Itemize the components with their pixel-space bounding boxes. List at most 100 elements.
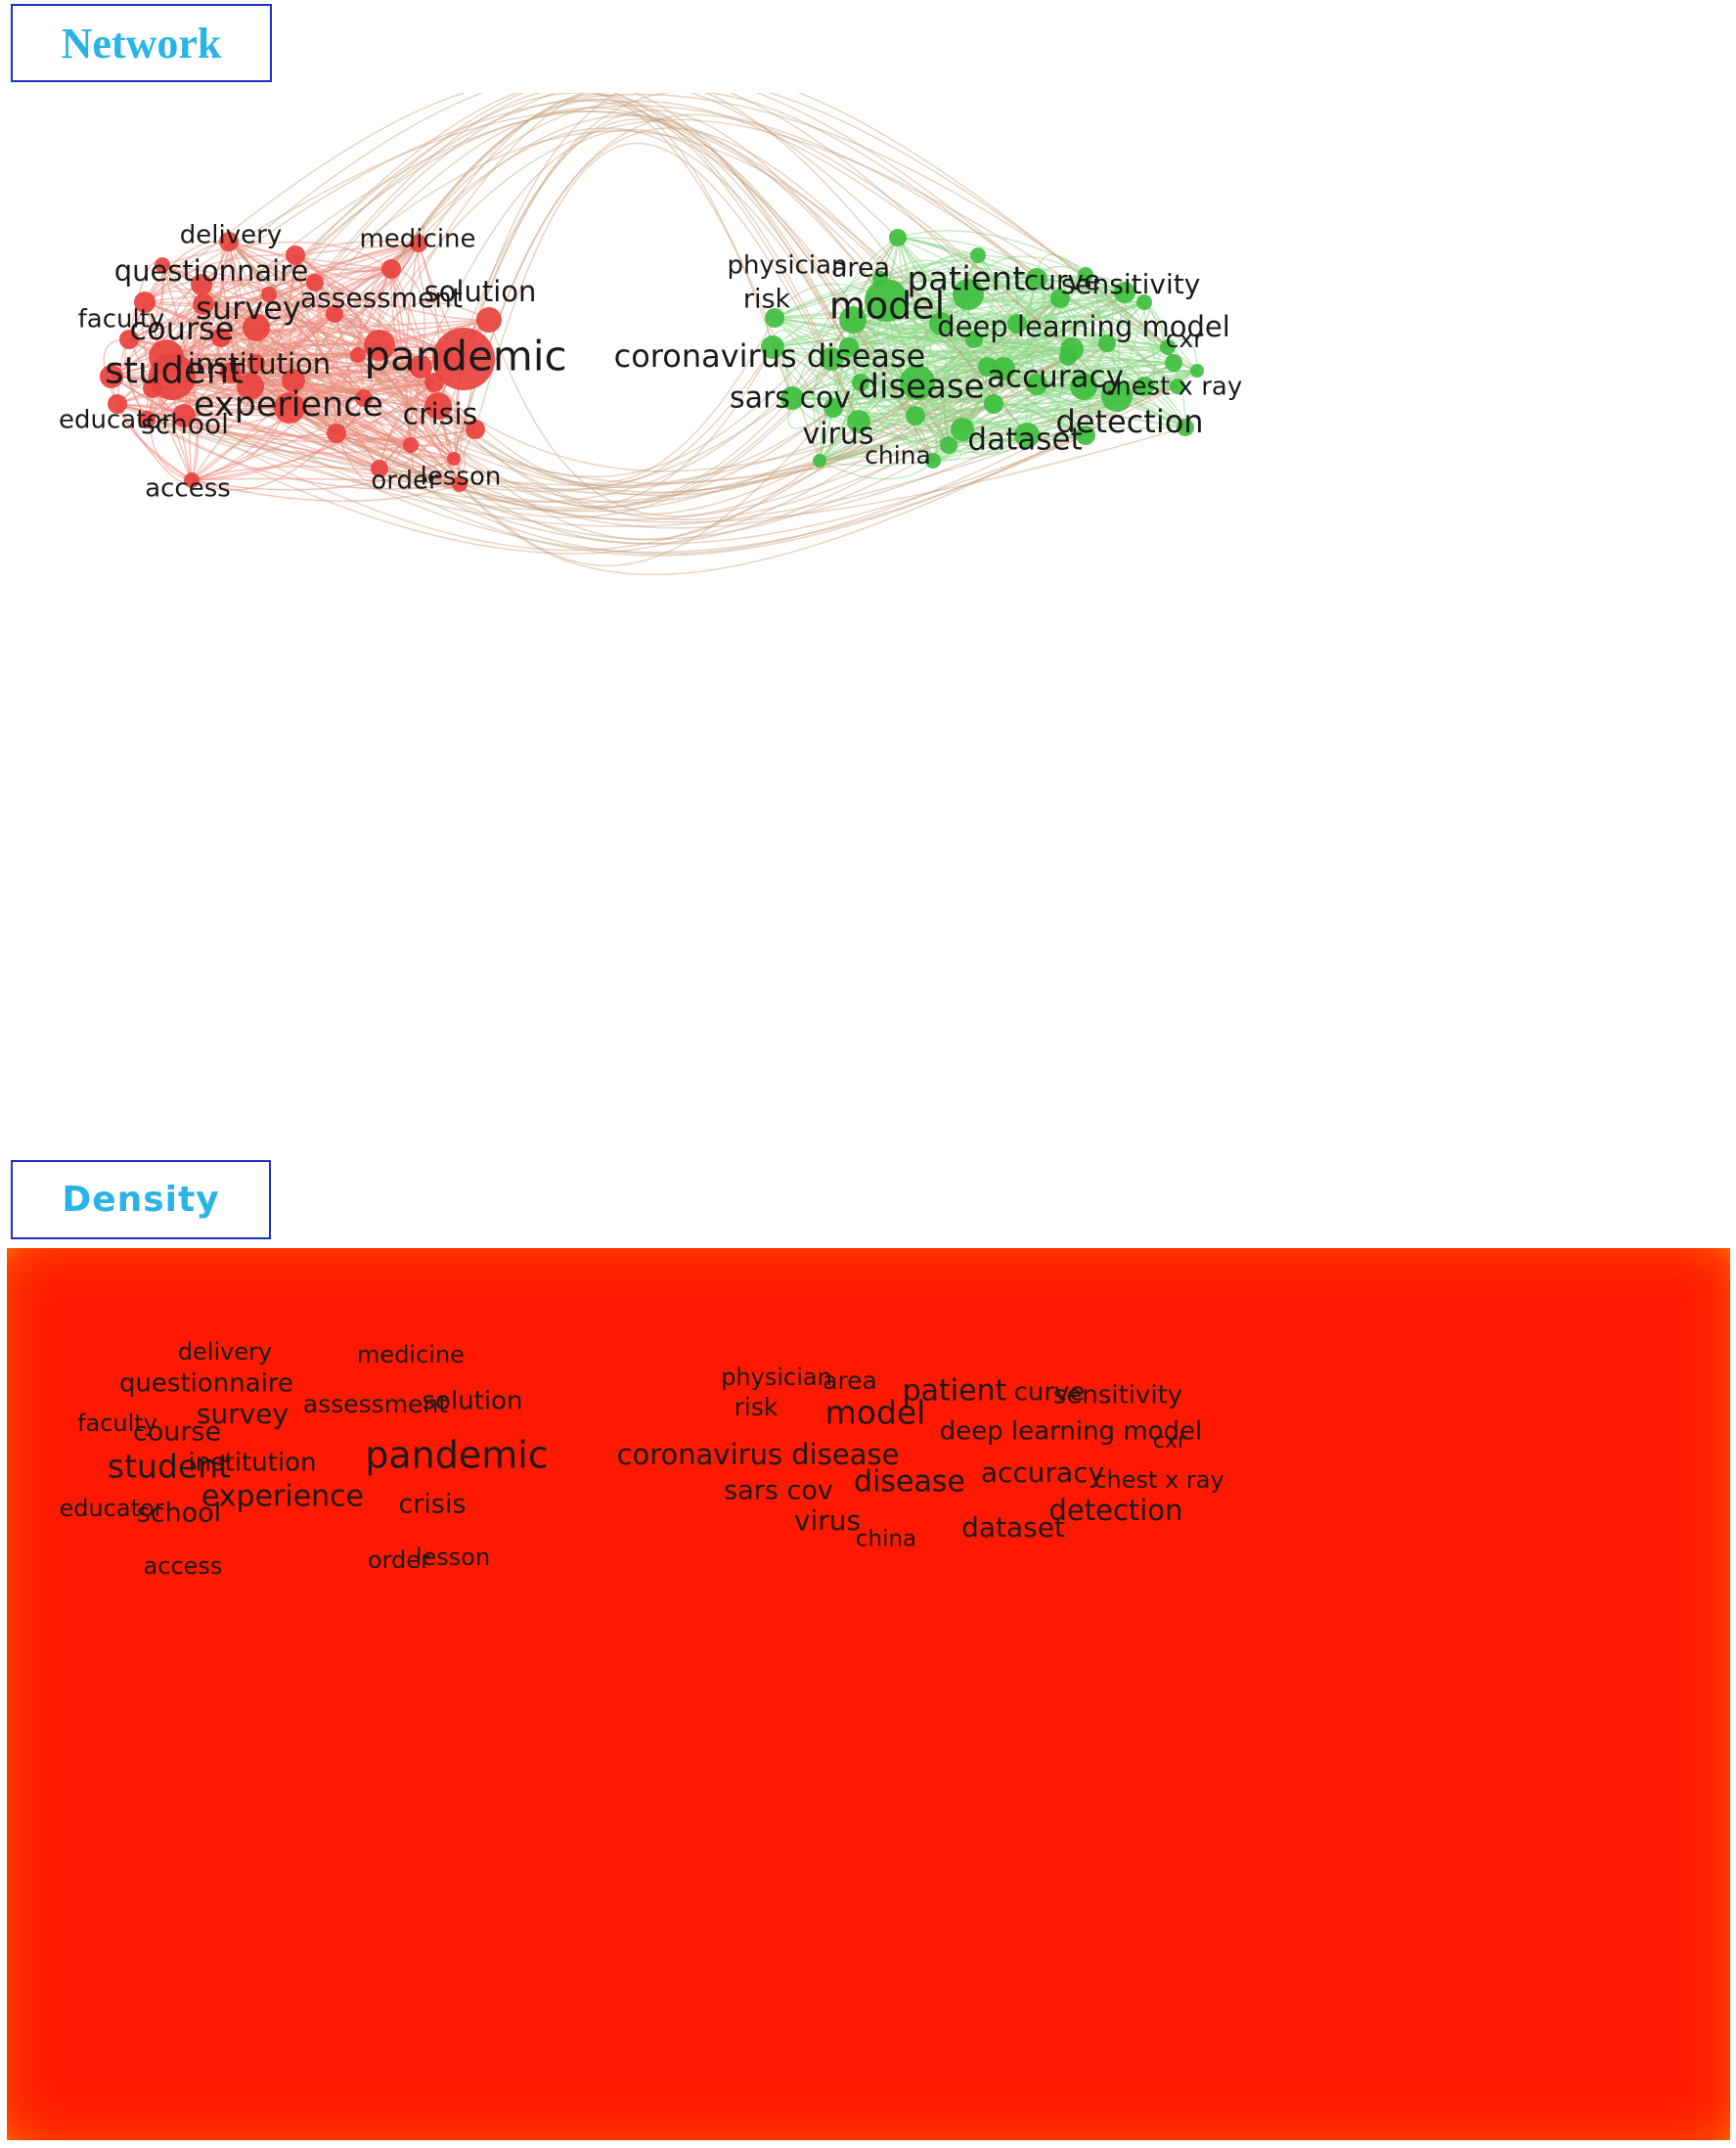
network-node-access xyxy=(184,472,200,488)
network-bridge-link xyxy=(463,118,916,417)
network-bridge-link xyxy=(378,346,850,493)
network-node xyxy=(929,312,953,336)
network-node xyxy=(247,354,265,372)
network-link xyxy=(819,385,1179,462)
network-node xyxy=(1160,339,1176,355)
network-link xyxy=(111,264,165,378)
network-link xyxy=(183,282,316,417)
network-node xyxy=(327,424,346,443)
network-link xyxy=(165,279,316,358)
network-node xyxy=(984,394,1003,414)
density-label-lesson: lesson xyxy=(416,1544,490,1571)
network-link xyxy=(294,241,420,256)
network-link xyxy=(897,237,1118,397)
network-node xyxy=(839,337,859,357)
network-label-solution: solution xyxy=(424,275,537,308)
network-bridge-link xyxy=(249,107,934,462)
density-label-delivery: delivery xyxy=(178,1338,272,1365)
network-labels: delivery medicine questionnaire solutionass… xyxy=(59,221,1242,504)
density-label-medicine: medicine xyxy=(357,1341,465,1368)
network-label-curve: curve xyxy=(1024,264,1100,296)
network-link xyxy=(973,291,1126,340)
network-link xyxy=(1143,301,1198,372)
density-label-model: model xyxy=(825,1394,926,1432)
network-link xyxy=(191,458,455,491)
network-link xyxy=(334,268,392,434)
network-node xyxy=(992,357,1015,380)
network-label-questionnaire: questionnaire xyxy=(114,254,309,288)
network-bridge-link xyxy=(230,372,1038,495)
network-link xyxy=(932,301,1145,462)
network-bridge-link xyxy=(144,93,860,423)
network-node-educator xyxy=(108,394,127,414)
network-node xyxy=(134,291,156,313)
network-bridge-link xyxy=(292,127,850,381)
network-node xyxy=(211,328,231,347)
network-node xyxy=(261,287,277,302)
network-node-coronavirus-disease xyxy=(820,347,843,371)
network-bridge-link xyxy=(363,397,995,545)
network-node-crisis xyxy=(424,392,452,420)
network-node-disease xyxy=(900,365,935,400)
density-labels: delivery medicinequestionnaireassessments… xyxy=(59,1338,1224,1580)
network-bridge-link xyxy=(459,407,834,567)
network-bridge-link xyxy=(146,407,834,512)
network-bridge-link xyxy=(463,93,1038,360)
network-link xyxy=(111,313,335,378)
network-bridge-link xyxy=(390,93,899,270)
density-title: Density xyxy=(62,1180,220,1220)
network-bridge-link xyxy=(459,370,1198,576)
network-node-questionnaire xyxy=(191,274,212,295)
network-link xyxy=(772,331,1108,348)
network-node-risk xyxy=(765,308,784,328)
network-link xyxy=(183,268,392,417)
network-node-pandemic xyxy=(432,328,495,390)
network-link xyxy=(165,356,435,383)
network-node-order xyxy=(371,460,388,477)
network-node xyxy=(381,259,401,279)
network-node xyxy=(155,257,170,273)
network-bridge-link xyxy=(357,118,1169,356)
network-link xyxy=(791,380,916,417)
network-link xyxy=(967,279,1126,295)
network-label-chest-x-ray: chest x ray xyxy=(1101,373,1242,402)
network-link xyxy=(848,346,995,411)
density-label-detection: detection xyxy=(1049,1494,1183,1527)
network-link xyxy=(146,241,230,421)
network-node xyxy=(220,362,242,383)
density-label-pandemic: pandemic xyxy=(365,1434,548,1477)
network-node xyxy=(466,420,485,439)
network-bridge-link xyxy=(146,385,1179,487)
network-link xyxy=(1016,291,1126,334)
network-bridge-link xyxy=(144,111,881,303)
network-node-detection xyxy=(1101,380,1133,412)
network-node xyxy=(409,355,432,379)
network-label-pandemic: pandemic xyxy=(364,333,566,380)
density-blob xyxy=(101,1485,265,1618)
network-bridge-link xyxy=(111,338,975,552)
network-link xyxy=(171,376,435,400)
network-node-medicine xyxy=(410,235,427,252)
network-node-chest-x-ray xyxy=(1190,364,1204,378)
density-label-china: china xyxy=(856,1527,916,1552)
network-link xyxy=(183,363,422,417)
network-node xyxy=(306,274,324,291)
network-node xyxy=(1098,335,1116,352)
density-label-sars-cov: sars cov xyxy=(724,1476,833,1506)
network-link xyxy=(772,278,1038,348)
network-node xyxy=(965,331,983,348)
network-link xyxy=(255,362,337,434)
network-node xyxy=(940,436,957,454)
network-node xyxy=(355,389,373,407)
density-label-student: student xyxy=(108,1448,231,1486)
density-label-survey: survey xyxy=(197,1398,289,1430)
density-label-accuracy: accuracy xyxy=(981,1456,1104,1489)
network-label-dataset: dataset xyxy=(967,423,1082,458)
network-node-physician xyxy=(761,336,784,359)
network-link xyxy=(165,354,465,360)
network-label-patient: patient xyxy=(908,260,1026,299)
network-bridge-link xyxy=(334,313,821,541)
density-blob xyxy=(707,1338,871,1471)
network-node xyxy=(403,437,419,453)
network-bridge-link xyxy=(378,317,776,485)
